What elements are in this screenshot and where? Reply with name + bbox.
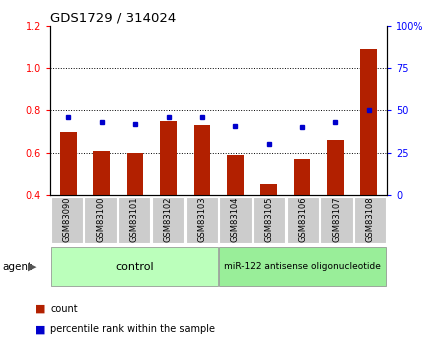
Text: GSM83108: GSM83108 [365,196,374,242]
Text: GDS1729 / 314024: GDS1729 / 314024 [50,12,176,25]
Text: GSM83102: GSM83102 [163,196,172,242]
Bar [160,121,177,279]
Text: GSM83090: GSM83090 [62,196,71,242]
Text: miR-122 antisense oligonucleotide: miR-122 antisense oligonucleotide [224,262,381,271]
Text: GSM83100: GSM83100 [96,196,105,242]
FancyBboxPatch shape [151,197,184,243]
FancyBboxPatch shape [286,197,318,243]
FancyBboxPatch shape [51,247,217,286]
Text: ■: ■ [35,325,45,334]
Bar [260,184,276,279]
FancyBboxPatch shape [353,197,385,243]
FancyBboxPatch shape [185,197,217,243]
Bar [193,125,210,279]
Bar [126,152,143,279]
Text: GSM83103: GSM83103 [197,196,206,242]
FancyBboxPatch shape [84,197,116,243]
Bar [60,131,76,279]
FancyBboxPatch shape [118,197,150,243]
Text: GSM83101: GSM83101 [129,196,138,242]
Text: ■: ■ [35,304,45,314]
Text: agent: agent [2,262,32,272]
Bar [227,155,243,279]
Text: GSM83105: GSM83105 [264,196,273,242]
Text: control: control [115,262,153,272]
Bar [93,150,110,279]
Text: GSM83104: GSM83104 [230,196,240,242]
FancyBboxPatch shape [219,197,251,243]
FancyBboxPatch shape [51,197,83,243]
Text: GSM83107: GSM83107 [331,196,340,242]
Bar [360,49,376,279]
Text: percentile rank within the sample: percentile rank within the sample [50,325,214,334]
Bar [326,140,343,279]
FancyBboxPatch shape [219,247,385,286]
Text: GSM83106: GSM83106 [298,196,307,242]
Bar [293,159,310,279]
Text: ▶: ▶ [28,262,37,272]
FancyBboxPatch shape [320,197,352,243]
Text: count: count [50,304,78,314]
FancyBboxPatch shape [253,197,285,243]
